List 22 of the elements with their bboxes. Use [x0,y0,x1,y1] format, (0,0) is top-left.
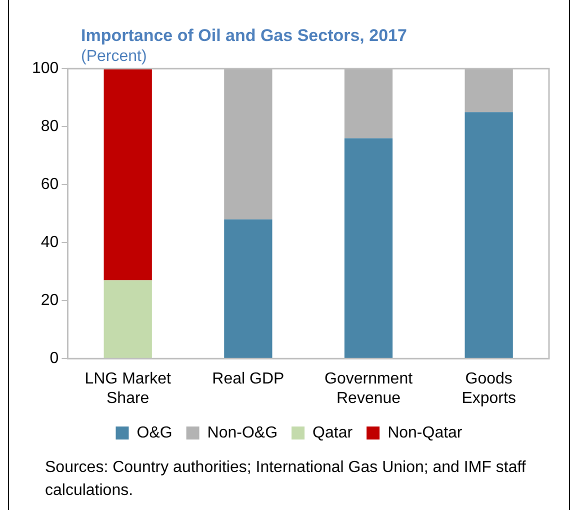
bar [104,280,152,358]
x-tick-label: LNG Market Share [84,370,172,407]
x-tick-label: Government Revenue [324,370,414,407]
legend-label: Non-O&G [207,424,278,442]
chart-title: Importance of Oil and Gas Sectors, 2017 [81,26,407,46]
bar [224,219,272,358]
x-tick-label: Goods Exports [462,370,516,407]
bar [464,112,513,358]
y-tick-label: 80 [40,118,59,136]
bar [104,68,152,280]
x-tick-label: Real GDP [212,370,284,388]
legend-label: O&G [136,424,172,442]
source-note: Sources: Country authorities; International Gas Union; and IMF staff calculations. [45,458,527,501]
legend-label: Qatar [312,424,354,442]
y-tick-label: 60 [40,176,59,194]
bar [344,138,393,358]
y-tick-label: 40 [40,234,59,252]
y-tick-label: 0 [50,350,59,368]
y-tick-label: 100 [32,60,59,78]
legend-label: Non-Qatar [388,424,463,442]
chart-subtitle: (Percent) [81,48,147,66]
y-tick-label: 20 [40,292,59,310]
